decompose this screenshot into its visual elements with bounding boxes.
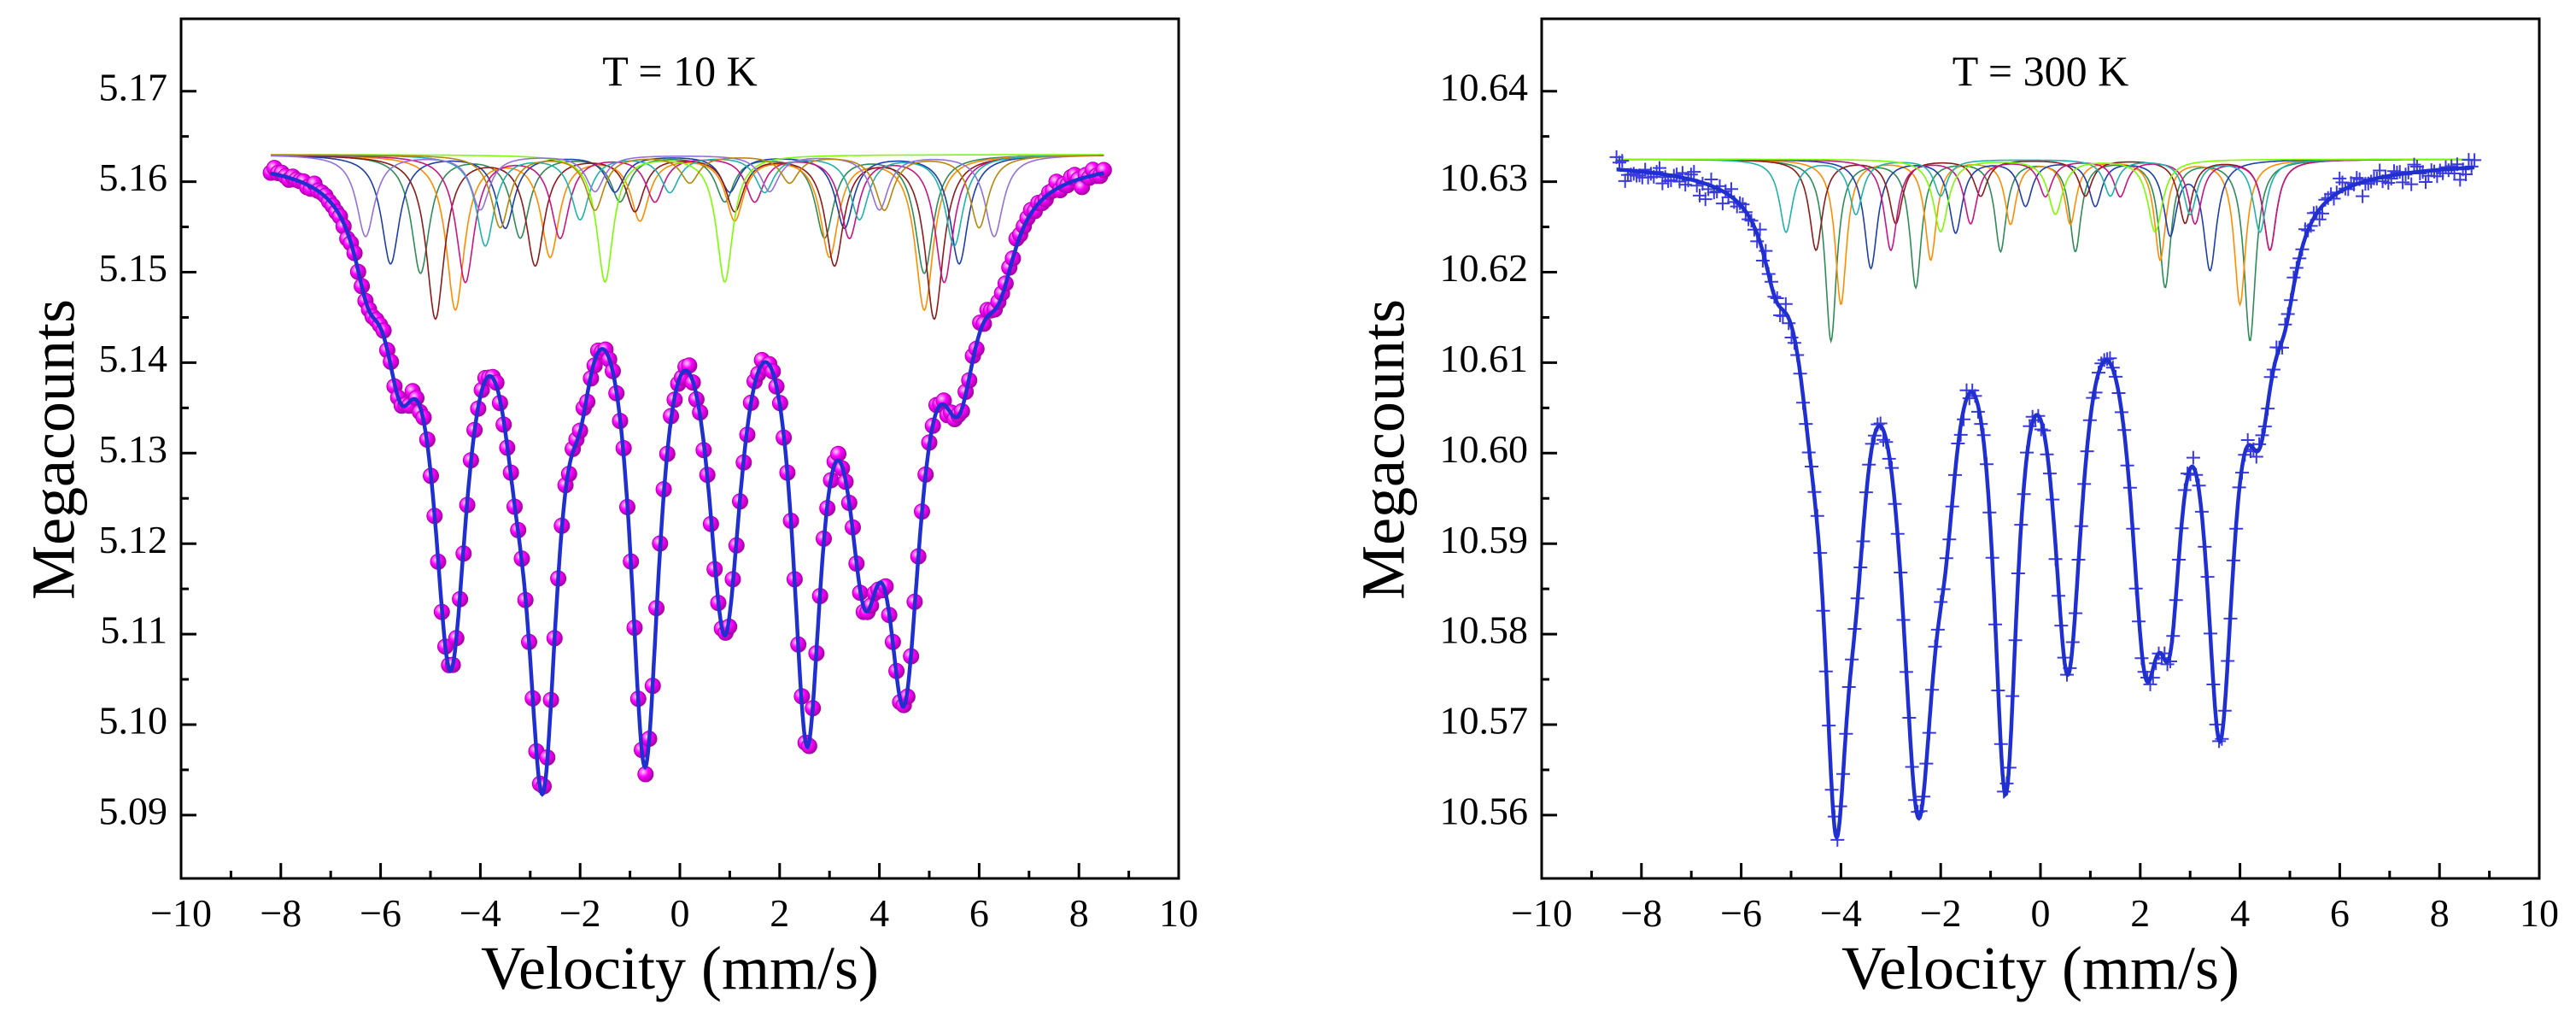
y-tick-label-10k: 5.11	[100, 608, 167, 652]
data-point-300k	[2453, 173, 2468, 187]
y-tick-label-300k: 10.60	[1440, 427, 1529, 471]
subspectrum-line-10k	[271, 155, 1104, 312]
y-tick-label-300k: 10.56	[1440, 789, 1529, 832]
x-tick-label-10k: 6	[969, 891, 989, 935]
x-tick-label-10k: 2	[770, 891, 789, 935]
y-tick-label-10k: 5.10	[99, 699, 168, 743]
subspectrum-line-10k	[271, 154, 1104, 284]
y-tick-label-300k: 10.64	[1440, 65, 1529, 109]
x-tick-label-300k: −2	[1920, 891, 1962, 935]
xlabel-300k: Velocity (mm/s)	[1841, 934, 2239, 1002]
plot-frame-300k	[1540, 17, 2541, 880]
x-tick-label-10k: 0	[670, 891, 690, 935]
data-point-300k	[2407, 157, 2421, 172]
panel-300k: Megacounts −10 −8 −6 −4 −2 0 2 4 6 8 10 10.56 10.57 1…	[1349, 17, 2560, 1002]
ylabel-10k: Megacounts	[20, 299, 88, 600]
y-tick-label-300k: 10.59	[1440, 518, 1529, 561]
x-tick-label-300k: −6	[1720, 891, 1762, 935]
x-tick-label-300k: −8	[1620, 891, 1662, 935]
data-point-300k	[1618, 173, 1632, 188]
y-tick-label-10k: 5.17	[99, 65, 168, 109]
subspectrum-line-10k	[271, 155, 1104, 265]
data-point-300k	[1687, 165, 1701, 179]
y-tick-label-300k: 10.62	[1440, 246, 1529, 290]
y-tick-label-300k: 10.63	[1440, 156, 1529, 199]
x-tick-label-10k: −6	[360, 891, 401, 935]
fit-line-10k	[270, 171, 1104, 797]
x-tick-label-10k: 8	[1069, 891, 1089, 935]
data-point-300k	[2186, 450, 2200, 465]
data-point-300k	[1724, 182, 1738, 197]
data-point-300k	[2419, 175, 2433, 189]
subspectrum-line-300k	[1616, 158, 2475, 308]
plot-frame-10k	[179, 17, 1180, 880]
x-tick-label-10k: −8	[260, 891, 302, 935]
panel-title-10k: T = 10 K	[602, 47, 757, 95]
fit-line-300k	[1616, 165, 2475, 841]
y-tick-label-300k: 10.61	[1440, 337, 1529, 380]
data-point-300k	[1693, 188, 1707, 203]
data-point-300k	[2396, 175, 2410, 190]
data-point-300k	[1778, 297, 1793, 311]
y-tick-label-10k: 5.09	[99, 789, 168, 832]
x-tick-label-300k: 4	[2230, 891, 2250, 935]
data-point-300k	[1655, 176, 1670, 191]
y-tick-label-300k: 10.57	[1440, 699, 1529, 743]
data-point-300k	[2356, 189, 2370, 203]
data-point-300k	[1609, 150, 1624, 164]
subspectrum-line-10k	[271, 154, 1104, 229]
panel-title-300k: T = 300 K	[1952, 47, 2128, 95]
y-tick-label-10k: 5.16	[99, 156, 168, 199]
x-tick-label-300k: 6	[2330, 891, 2350, 935]
subspectrum-line-300k	[1616, 158, 2475, 233]
subspectrum-line-300k	[1616, 158, 2475, 234]
x-tick-label-300k: 10	[2520, 891, 2559, 935]
x-tick-label-300k: −4	[1820, 891, 1862, 935]
y-tick-label-300k: 10.58	[1440, 608, 1529, 652]
x-tick-label-300k: 8	[2430, 891, 2450, 935]
x-tick-label-10k: −10	[150, 891, 212, 935]
data-point-300k	[2373, 163, 2387, 178]
y-tick-label-10k: 5.14	[99, 337, 168, 380]
x-tick-label-10k: −4	[460, 891, 501, 935]
data-point-300k	[1613, 156, 1626, 170]
ylabel-300k: Megacounts	[1349, 299, 1418, 600]
subspectrum-line-10k	[271, 154, 1104, 247]
plot-area-300k: −10 −8 −6 −4 −2 0 2 4 6 8 10 10.56 10.57 10.58 10.59 10…	[1440, 65, 2560, 935]
data-point-300k	[1615, 154, 1630, 168]
x-tick-label-300k: 2	[2130, 891, 2150, 935]
x-tick-label-300k: 0	[2031, 891, 2051, 935]
x-tick-label-10k: 4	[869, 891, 889, 935]
data-point-300k	[2468, 153, 2482, 167]
plot-area-10k: −10 −8 −6 −4 −2 0 2 4 6 8 10 5.09 5.10 5.11 5.12 5.13 5.…	[99, 65, 1199, 935]
subspectrum-line-10k	[271, 154, 1104, 275]
subspectrum-line-10k	[271, 155, 1104, 238]
panel-10k: Megacounts −10 −8 −6 −4 −2 0 2 4 6 8 10 5.09 5.10 5.1…	[20, 17, 1199, 1002]
y-tick-label-10k: 5.13	[99, 427, 168, 471]
xlabel-10k: Velocity (mm/s)	[481, 934, 879, 1002]
x-tick-label-10k: 10	[1159, 891, 1198, 935]
data-point-300k	[1698, 192, 1712, 207]
y-tick-label-10k: 5.12	[99, 518, 168, 561]
y-tick-label-10k: 5.15	[99, 246, 168, 290]
data-point-300k	[1715, 197, 1730, 211]
x-tick-label-300k: −10	[1511, 891, 1572, 935]
x-tick-label-10k: −2	[559, 891, 601, 935]
data-point-300k	[2404, 177, 2419, 191]
